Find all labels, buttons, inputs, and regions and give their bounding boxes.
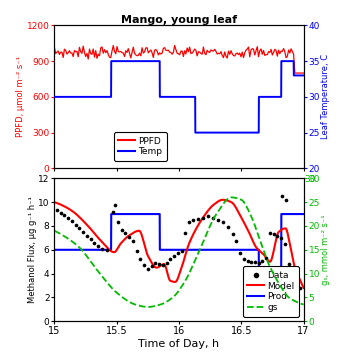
Point	[164, 260, 170, 266]
Point	[88, 236, 93, 242]
Point	[153, 260, 158, 266]
Point	[190, 217, 196, 223]
Legend: Data, Model, Prod, gs: Data, Model, Prod, gs	[243, 266, 299, 317]
Point	[65, 215, 71, 221]
Y-axis label: Leaf Temperature, C: Leaf Temperature, C	[322, 54, 330, 139]
Point	[267, 230, 273, 236]
Point	[77, 225, 82, 231]
Point	[110, 209, 116, 215]
Point	[205, 213, 211, 219]
Point	[280, 193, 285, 199]
Point	[167, 256, 173, 262]
Point	[263, 255, 269, 261]
Point	[179, 248, 184, 254]
Point	[256, 260, 261, 266]
Point	[130, 238, 136, 244]
Point	[61, 212, 67, 218]
Point	[195, 216, 200, 222]
Point	[278, 235, 284, 241]
Point	[156, 261, 162, 267]
Point	[122, 230, 128, 236]
Point	[220, 220, 225, 225]
Point	[58, 210, 64, 216]
Point	[215, 217, 220, 223]
Point	[286, 261, 291, 267]
Point	[138, 256, 143, 262]
Point	[145, 266, 151, 272]
Legend: PPFD, Temp: PPFD, Temp	[114, 132, 167, 161]
Point	[233, 238, 239, 244]
Point	[293, 280, 299, 286]
Point	[290, 271, 295, 277]
Y-axis label: Methanol Flux, μg g⁻¹ h⁻¹: Methanol Flux, μg g⁻¹ h⁻¹	[28, 196, 37, 303]
Point	[99, 246, 105, 252]
Point	[282, 241, 288, 247]
Point	[160, 262, 166, 268]
Point	[54, 208, 60, 213]
Y-axis label: gₛ, mmol m⁻² s⁻¹: gₛ, mmol m⁻² s⁻¹	[322, 215, 330, 285]
Point	[271, 231, 277, 237]
Point	[119, 227, 125, 232]
Point	[115, 220, 121, 225]
Point	[104, 247, 110, 253]
Point	[200, 215, 205, 221]
Point	[69, 218, 75, 224]
Y-axis label: PPFD, μmol m⁻² s⁻¹: PPFD, μmol m⁻² s⁻¹	[16, 56, 25, 137]
Point	[80, 229, 86, 235]
Point	[283, 197, 289, 203]
Point	[171, 253, 177, 259]
Point	[73, 222, 78, 228]
Point	[237, 250, 243, 256]
Point	[297, 285, 303, 291]
X-axis label: Time of Day, h: Time of Day, h	[138, 339, 220, 349]
Title: Mango, young leaf: Mango, young leaf	[121, 15, 237, 25]
Point	[249, 259, 254, 265]
Point	[95, 243, 101, 249]
Point	[186, 220, 192, 225]
Point	[274, 233, 280, 238]
Point	[92, 240, 97, 245]
Point	[260, 258, 265, 264]
Point	[149, 264, 154, 269]
Point	[252, 259, 258, 265]
Point	[245, 258, 250, 264]
Point	[126, 234, 132, 240]
Point	[183, 230, 188, 236]
Text: 30: 30	[305, 175, 316, 184]
Point	[113, 201, 118, 207]
Point	[225, 224, 230, 230]
Point	[210, 215, 216, 221]
Point	[241, 256, 247, 262]
Point	[141, 262, 147, 268]
Point	[134, 248, 139, 254]
Point	[175, 250, 180, 256]
Point	[230, 231, 236, 237]
Point	[84, 233, 90, 238]
